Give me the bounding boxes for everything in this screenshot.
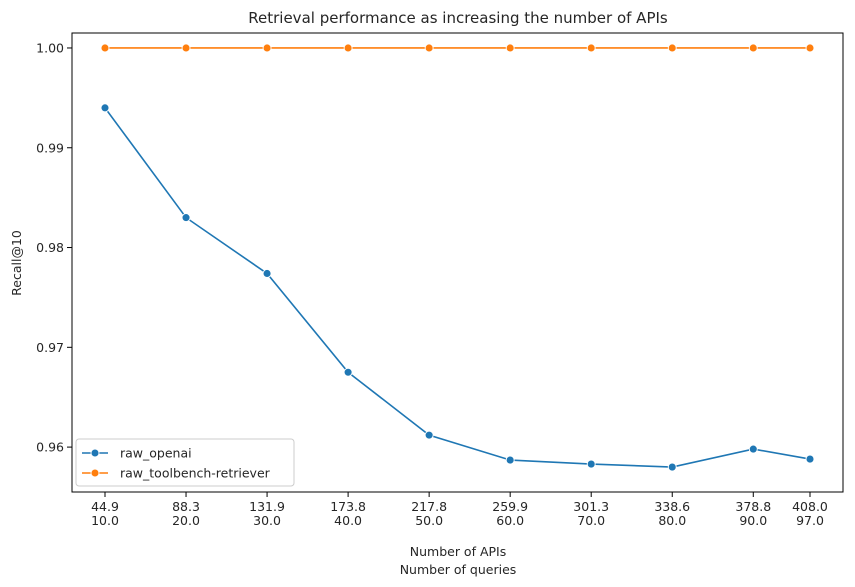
x-tick-label-queries: 70.0 xyxy=(577,513,605,528)
data-point xyxy=(100,43,110,53)
y-axis: 0.96 0.97 0.98 0.99 1.00 xyxy=(36,40,72,455)
data-point xyxy=(262,43,272,53)
data-point xyxy=(343,43,353,53)
x-tick-label-queries: 20.0 xyxy=(172,513,200,528)
y-tick-label: 0.99 xyxy=(36,140,64,155)
x-tick-label-queries: 40.0 xyxy=(334,513,362,528)
y-tick-label: 0.98 xyxy=(36,240,64,255)
data-point xyxy=(505,43,515,53)
data-point xyxy=(667,43,677,53)
x-axis-title-secondary: Number of queries xyxy=(400,562,517,577)
series-raw_toolbench-retriever xyxy=(100,43,815,53)
x-tick-label-apis: 338.6 xyxy=(654,499,690,514)
data-point xyxy=(100,103,110,113)
legend-box xyxy=(75,438,295,487)
x-tick-label-apis: 259.9 xyxy=(492,499,528,514)
x-tick-label-apis: 131.9 xyxy=(249,499,285,514)
data-point xyxy=(262,269,272,278)
data-point xyxy=(505,455,515,465)
data-point xyxy=(748,444,758,454)
data-point xyxy=(424,430,434,440)
legend-label: raw_toolbench-retriever xyxy=(120,466,271,481)
x-tick-label-apis: 378.8 xyxy=(735,499,771,514)
data-point xyxy=(805,43,815,53)
chart-title: Retrieval performance as increasing the … xyxy=(248,9,668,27)
y-tick-label: 1.00 xyxy=(36,40,64,55)
legend-swatch-marker xyxy=(90,468,100,478)
data-point xyxy=(424,43,434,53)
x-tick-label-apis: 301.3 xyxy=(573,499,609,514)
x-tick-label-queries: 90.0 xyxy=(739,513,767,528)
data-point xyxy=(586,43,596,53)
data-point xyxy=(667,462,677,472)
x-axis-title: Number of APIs xyxy=(410,544,507,559)
x-tick-label-queries: 80.0 xyxy=(658,513,686,528)
x-tick-label-apis: 88.3 xyxy=(172,499,200,514)
legend: raw_openai raw_toolbench-retriever xyxy=(75,438,295,487)
data-point xyxy=(181,43,191,53)
series-raw_openai xyxy=(100,103,815,472)
data-point xyxy=(586,459,596,469)
series-layer xyxy=(100,43,815,472)
x-tick-label-apis: 408.0 xyxy=(792,499,828,514)
series-line xyxy=(104,107,811,468)
data-point xyxy=(343,367,353,377)
y-tick-label: 0.97 xyxy=(36,340,64,355)
legend-swatch-marker xyxy=(90,448,100,458)
y-tick-label: 0.96 xyxy=(36,440,64,455)
data-point xyxy=(181,213,191,223)
x-tick-label-queries: 97.0 xyxy=(796,513,824,528)
x-tick-label-apis: 217.8 xyxy=(411,499,447,514)
plot-area xyxy=(71,32,844,493)
x-tick-label-queries: 10.0 xyxy=(91,513,119,528)
x-axis: 44.910.0 88.320.0 131.930.0 173.840.0 217.85… xyxy=(91,492,828,528)
x-tick-label-apis: 44.9 xyxy=(91,499,119,514)
x-tick-label-apis: 173.8 xyxy=(330,499,366,514)
x-tick-label-queries: 60.0 xyxy=(496,513,524,528)
data-point xyxy=(805,454,815,464)
data-point xyxy=(748,43,758,53)
y-axis-title: Recall@10 xyxy=(9,230,24,296)
x-tick-label-queries: 30.0 xyxy=(253,513,281,528)
legend-label: raw_openai xyxy=(120,446,192,461)
x-tick-label-queries: 50.0 xyxy=(415,513,443,528)
